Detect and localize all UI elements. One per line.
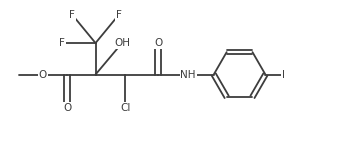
Text: OH: OH bbox=[114, 38, 130, 48]
Text: O: O bbox=[63, 103, 71, 113]
Text: O: O bbox=[154, 38, 162, 48]
Text: F: F bbox=[60, 38, 65, 48]
Text: NH: NH bbox=[181, 69, 196, 80]
Text: F: F bbox=[69, 10, 75, 20]
Text: Cl: Cl bbox=[120, 103, 131, 113]
Text: I: I bbox=[282, 69, 285, 80]
Text: F: F bbox=[116, 10, 122, 20]
Text: O: O bbox=[38, 69, 47, 80]
